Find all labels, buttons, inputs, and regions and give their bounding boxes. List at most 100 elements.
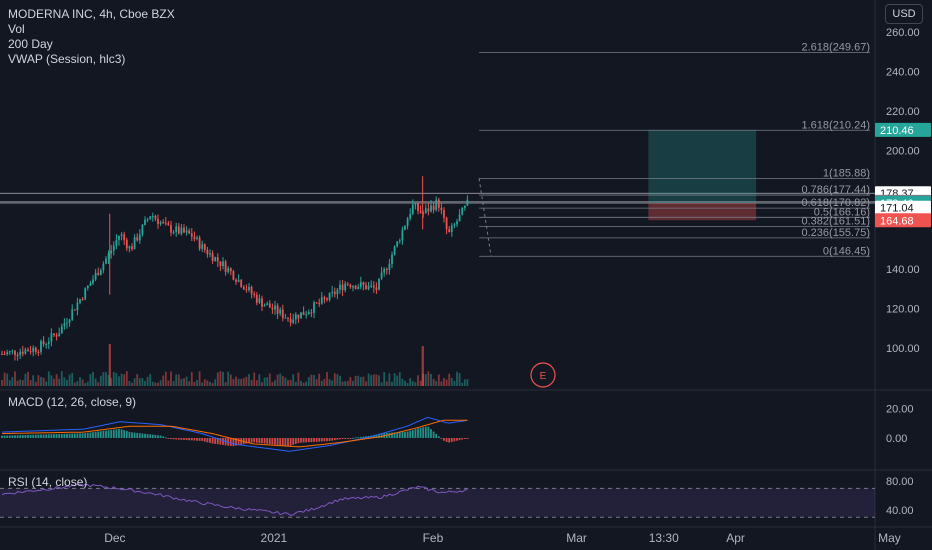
volume-bar: [97, 382, 100, 386]
candle-body: [445, 217, 448, 230]
macd-histogram-bar: [125, 430, 128, 438]
candle-body: [170, 225, 172, 233]
macd-histogram-bar: [414, 429, 417, 438]
macd-histogram-bar: [180, 438, 183, 440]
price-axis-tick-label: 120.00: [886, 304, 920, 316]
macd-histogram-bar: [281, 438, 284, 446]
currency-button[interactable]: USD: [885, 4, 923, 24]
macd-histogram-bar: [86, 432, 89, 438]
macd-histogram-bar: [401, 431, 404, 438]
macd-histogram-bar: [170, 438, 172, 440]
macd-histogram-bar: [167, 438, 170, 439]
macd-histogram-bar: [352, 437, 354, 439]
candle-body: [105, 258, 107, 264]
candle-body: [307, 312, 310, 315]
macd-histogram-bar: [318, 438, 321, 442]
volume-bar: [55, 374, 58, 386]
candle-body: [222, 261, 224, 267]
candle-body: [40, 341, 42, 353]
candle-body: [21, 351, 24, 354]
macd-histogram-bar: [279, 438, 282, 446]
macd-histogram-bar: [271, 438, 274, 445]
macd-histogram-bar: [424, 426, 427, 438]
macd-histogram-bar: [154, 434, 157, 438]
time-axis-tick-label: Dec: [104, 531, 125, 545]
candle-body: [375, 287, 378, 290]
candle-body: [154, 215, 157, 219]
macd-histogram-bar: [14, 435, 16, 438]
macd-histogram-bar: [250, 438, 253, 443]
volume-bar: [16, 380, 19, 386]
macd-histogram-bar: [203, 438, 206, 442]
volume-bar: [123, 374, 126, 386]
macd-histogram-bar: [461, 438, 464, 440]
candle-body: [107, 253, 110, 259]
macd-histogram-bar: [151, 434, 154, 438]
volume-bar: [268, 373, 271, 386]
macd-histogram-bar: [19, 435, 22, 438]
macd-histogram-bar: [261, 438, 263, 444]
candle-body: [341, 284, 344, 291]
candle-body: [133, 237, 136, 250]
volume-bar: [8, 380, 11, 386]
rsi-pane-label[interactable]: RSI (14, close): [8, 475, 88, 489]
price-axis-tick-label: 140.00: [886, 264, 920, 276]
volume-bar: [333, 373, 336, 386]
macd-histogram-bar: [196, 438, 198, 441]
volume-bar: [125, 371, 128, 386]
symbol-title[interactable]: MODERNA INC, 4h, Cboe BZX: [8, 7, 175, 21]
volume-bar: [362, 376, 365, 386]
candle-body: [162, 222, 165, 224]
candle-body: [258, 298, 261, 303]
candle-body: [461, 208, 464, 215]
macd-histogram-bar: [37, 434, 40, 438]
volume-bar: [107, 374, 110, 386]
macd-histogram-bar: [289, 438, 292, 446]
macd-histogram-bar: [258, 438, 261, 443]
candle-body: [53, 333, 55, 336]
volume-bar: [1, 380, 3, 386]
macd-histogram-bar: [378, 433, 380, 438]
volume-bar: [235, 376, 237, 386]
candle-body: [456, 221, 458, 225]
macd-histogram-bar: [276, 438, 279, 445]
volume-bar: [391, 381, 393, 386]
macd-histogram-bar: [162, 436, 165, 438]
macd-histogram-bar: [323, 438, 326, 442]
macd-histogram-bar: [313, 438, 315, 442]
volume-bar: [162, 375, 165, 386]
volume-bar: [229, 374, 232, 386]
volume-bar: [414, 382, 417, 386]
macd-histogram-bar: [266, 438, 269, 444]
volume-bar: [401, 378, 404, 386]
candle-body: [58, 333, 61, 337]
volume-bar: [409, 378, 412, 386]
volume-bar: [94, 378, 97, 386]
volume-spike-bar: [421, 346, 424, 386]
candle-body: [354, 285, 357, 289]
macd-histogram-bar: [391, 432, 393, 438]
macd-histogram-bar: [284, 438, 287, 446]
price-axis-tick-label: 100.00: [886, 343, 920, 355]
volume-bar: [271, 381, 274, 386]
volume-bar: [66, 379, 68, 386]
volume-bar: [206, 380, 209, 386]
candle-body: [196, 237, 198, 239]
candle-body: [279, 309, 282, 314]
macd-histogram-bar: [216, 438, 219, 445]
macd-histogram-bar: [305, 438, 308, 443]
macd-histogram-bar: [375, 434, 378, 438]
volume-bar: [71, 373, 74, 386]
fib-level-label: 0.236(155.75): [802, 227, 871, 239]
vwap-indicator-label[interactable]: VWAP (Session, hlc3): [8, 52, 126, 66]
volume-bar: [357, 375, 360, 386]
macd-histogram-bar: [120, 429, 123, 438]
volume-indicator-label[interactable]: Vol: [8, 22, 25, 36]
moving-average-label[interactable]: 200 Day: [8, 37, 53, 51]
macd-histogram-bar: [450, 438, 453, 442]
candle-body: [159, 222, 162, 224]
macd-histogram-bar: [463, 438, 466, 439]
macd-pane-label[interactable]: MACD (12, 26, close, 9): [8, 395, 137, 409]
macd-histogram-bar: [97, 431, 100, 438]
